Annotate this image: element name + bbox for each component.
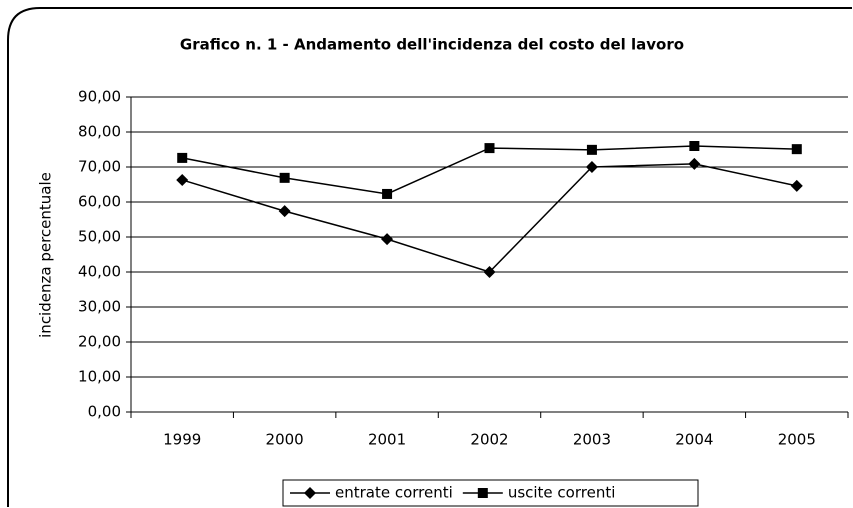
y-tick-label: 40,00: [78, 263, 121, 281]
legend-marker: [304, 487, 316, 499]
x-tick-label: 2001: [368, 431, 406, 449]
data-point: [790, 179, 803, 192]
x-tick-label: 2003: [573, 431, 611, 449]
data-point: [689, 141, 700, 151]
data-point: [278, 205, 291, 218]
chart-title: Grafico n. 1 - Andamento dell'incidenza …: [180, 36, 684, 54]
y-tick-label: 60,00: [78, 193, 121, 211]
series-line: [181, 163, 797, 273]
y-tick-label: 0,00: [88, 403, 121, 421]
data-point: [688, 157, 701, 170]
data-point: [791, 144, 802, 155]
data-point: [382, 188, 393, 199]
legend-label: uscite correnti: [508, 484, 616, 502]
y-tick-label: 20,00: [78, 333, 121, 351]
y-axis-label: incidenza percentuale: [37, 172, 55, 338]
y-tick-label: 90,00: [78, 88, 121, 106]
data-point: [484, 143, 495, 154]
y-tick-label: 10,00: [78, 368, 121, 386]
series-line: [182, 145, 797, 195]
y-tick-label: 80,00: [78, 123, 121, 141]
y-tick-label: 30,00: [78, 298, 121, 316]
legend-marker: [477, 488, 488, 498]
data-point: [381, 233, 394, 246]
data-point: [279, 172, 290, 183]
data-point: [586, 144, 597, 155]
chart-border: [7, 7, 852, 507]
x-tick-label: 2004: [675, 431, 713, 449]
data-point: [585, 161, 598, 173]
data-point: [176, 173, 189, 186]
y-tick-label: 50,00: [78, 228, 121, 246]
x-tick-label: 2000: [266, 431, 304, 449]
legend-label: entrate correnti: [335, 484, 453, 502]
x-tick-label: 2005: [778, 431, 816, 449]
data-point: [483, 266, 496, 278]
data-point: [177, 152, 188, 163]
y-tick-label: 70,00: [78, 158, 121, 176]
x-tick-label: 1999: [163, 431, 201, 449]
x-tick-label: 2002: [470, 431, 508, 449]
